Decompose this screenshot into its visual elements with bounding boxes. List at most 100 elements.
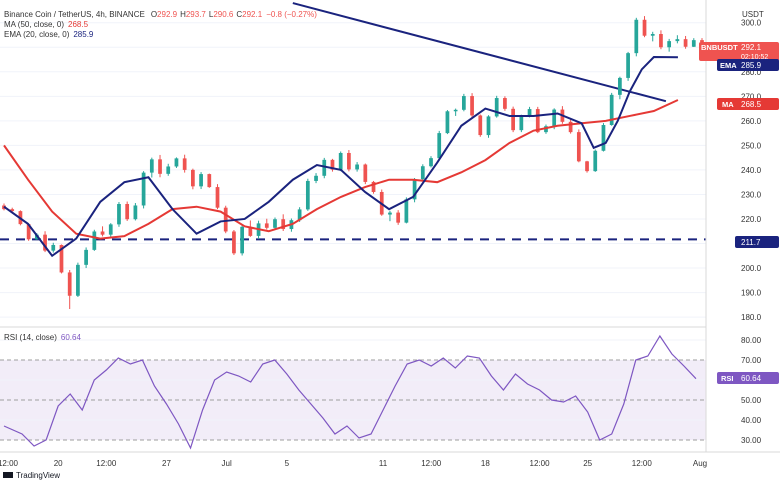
candle-body [149, 159, 154, 173]
rsi-tick-label: 70.00 [741, 356, 762, 365]
candle-body [642, 19, 647, 36]
rsi-tick-label: 30.00 [741, 436, 762, 445]
candle-body [478, 115, 483, 136]
candle-body [511, 108, 515, 131]
ohlc-key: O [151, 10, 157, 19]
candle-body [117, 204, 121, 225]
candle-body [412, 179, 417, 200]
descending-trendline[interactable] [292, 2, 667, 103]
ma50-line[interactable] [3, 99, 679, 240]
ema-badge: EMA 285.9 [717, 59, 779, 71]
candle-body [207, 174, 212, 188]
price-tick-label: 270.0 [741, 92, 762, 101]
symbol-badge-countdown: 02:10:52 [741, 54, 768, 61]
time-tick-label: 5 [285, 459, 290, 468]
ma-legend-label: MA (50, close, 0) [4, 20, 64, 29]
candle-body [232, 231, 236, 254]
ma-badge-name: MA [722, 100, 734, 109]
price-tick-label: 250.0 [741, 141, 762, 150]
price-tick-label: 240.0 [741, 166, 762, 175]
price-tick-label: 180.0 [741, 313, 762, 322]
ma-badge-bg [717, 98, 779, 110]
candle-body [700, 40, 704, 43]
candle-body [133, 205, 138, 220]
ohlc-key: C [236, 10, 242, 19]
candle-body [100, 231, 105, 235]
legend: Binance Coin / TetherUS, 4h, BINANCE O292… [4, 10, 317, 342]
candle-body [297, 209, 302, 221]
time-tick-label: 12:00 [530, 459, 551, 468]
candle-body [519, 116, 524, 131]
candle-body [593, 150, 598, 172]
candle-body [683, 39, 688, 47]
candle-body [420, 166, 425, 180]
ma-badge-value: 268.5 [741, 100, 762, 109]
candle-body [51, 244, 56, 251]
candle-body [601, 125, 606, 151]
candle-body [76, 264, 80, 296]
ema-legend[interactable]: EMA (20, close, 0) 285.9 [4, 30, 94, 39]
ema-legend-value: 285.9 [73, 30, 94, 39]
candle-body [363, 164, 368, 182]
ema-badge-bg [717, 59, 779, 71]
symbol-badge-name: BNBUSDT [701, 43, 738, 52]
price-tick-label: 220.0 [741, 215, 762, 224]
ema-badge-name: EMA [720, 61, 737, 70]
candle-body [371, 181, 376, 192]
time-tick-label: Aug [693, 459, 707, 468]
candle-body [92, 231, 97, 250]
candle-body [355, 164, 359, 170]
time-tick-label: Jul [222, 459, 232, 468]
price-change: −0.8 (−0.27%) [266, 10, 317, 19]
time-axis[interactable]: 12:00 20 12:00 27 Jul 5 11 12:00 18 12:00 25 12:00 A… [0, 459, 707, 468]
candle-body [527, 109, 532, 117]
candle-body [26, 224, 31, 240]
rsi-line[interactable] [3, 334, 697, 450]
price-tick-label: 230.0 [741, 190, 762, 199]
symbol-badge-value: 292.1 [741, 43, 762, 52]
symbol-badge: BNBUSDT 292.1 02:10:52 [699, 42, 779, 61]
candle-body [314, 175, 318, 181]
rsi-legend-label: RSI (14, close) [4, 333, 57, 342]
ma-legend[interactable]: MA (50, close, 0) 268.5 [4, 20, 89, 29]
candle-body [396, 212, 401, 223]
ma-badge: MA 268.5 [717, 98, 779, 110]
level-badge-value: 211.7 [741, 238, 761, 247]
candle-body [347, 152, 351, 170]
candle-body [552, 109, 557, 127]
candle-body [191, 169, 195, 187]
rsi-badge-bg [717, 372, 779, 384]
price-tick-label: 190.0 [741, 289, 762, 298]
ohlc-value: 292.1 [242, 10, 263, 19]
time-tick-label: 18 [481, 459, 490, 468]
candle-body [264, 223, 269, 228]
level-badge: 211.7 [735, 236, 779, 248]
candle-body [429, 158, 433, 167]
tradingview-logo-icon [3, 472, 13, 478]
rsi-legend[interactable]: RSI (14, close) 60.64 [4, 333, 81, 342]
candle-body [67, 272, 72, 296]
ohlc-values: O292.9 H293.7 L290.6 C292.1 [151, 10, 263, 19]
candle-body [199, 174, 203, 187]
price-tick-label: 300.0 [741, 19, 762, 28]
candlestick-series[interactable] [2, 16, 704, 309]
ohlc-value: 290.6 [213, 10, 234, 19]
time-tick-label: 12:00 [0, 459, 19, 468]
rsi-badge: RSI 60.64 [717, 372, 779, 384]
candle-body [453, 109, 458, 112]
candle-body [215, 187, 220, 208]
candle-body [486, 116, 491, 136]
rsi-badge-value: 60.64 [741, 374, 762, 383]
time-tick-label: 27 [162, 459, 171, 468]
candle-body [330, 159, 335, 170]
candle-body [634, 19, 639, 54]
price-tick-label: 260.0 [741, 117, 762, 126]
ema20-line[interactable] [3, 56, 678, 258]
candle-body [59, 244, 64, 273]
candle-body [568, 121, 573, 133]
candle-body [535, 109, 540, 133]
time-tick-label: 25 [583, 459, 592, 468]
